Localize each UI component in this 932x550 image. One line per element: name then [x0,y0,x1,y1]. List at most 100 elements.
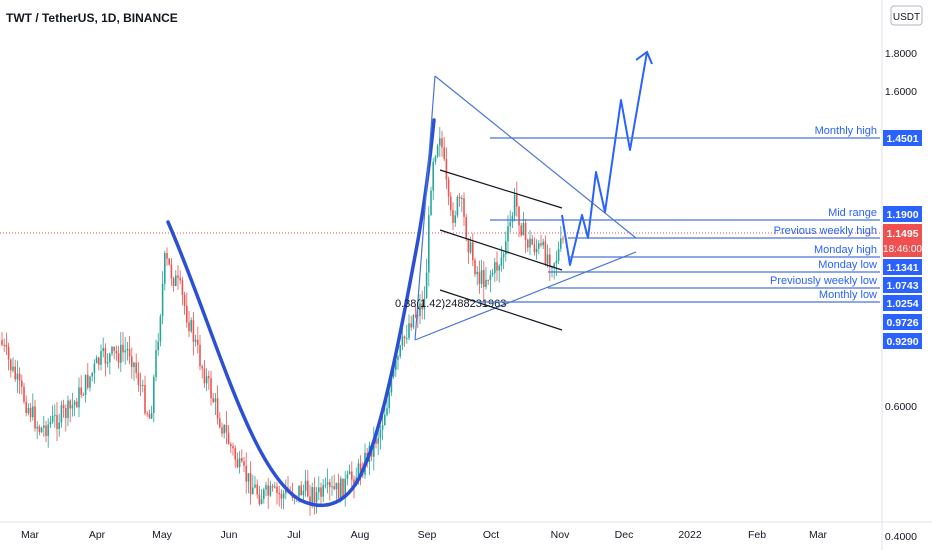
y-tick-label: 1.6000 [885,86,917,98]
candle-body [542,241,544,246]
candle-body [27,407,30,414]
candle-body [513,194,516,216]
candle-body [133,362,135,368]
cup-curve-drawing [166,118,436,508]
candle-body [337,482,340,499]
candle-body [544,241,547,264]
candle-body [535,248,538,253]
candle-body [71,405,74,409]
candle-body [232,446,234,449]
projection-path [561,51,648,266]
x-tick-label: May [152,529,173,541]
candle-body [197,339,199,345]
candle-body [109,353,111,363]
fib-ratio-label: 0.38(1.42)2488231963 [395,298,506,310]
candle-body [516,194,518,207]
price-level-box [883,130,922,146]
candle-body [307,480,309,497]
candle-body [326,482,329,485]
currency-button[interactable]: USDT [890,5,923,26]
candle-body [126,349,129,351]
candle-body [344,478,346,498]
candle-body [131,356,133,368]
candle-body [560,238,562,249]
candle-body [111,346,113,354]
candle-body [161,283,164,317]
candle-body [62,405,65,409]
candle-body [500,257,503,266]
candle-body [203,368,206,384]
candle-body [16,373,19,380]
candle-body [285,488,287,494]
candle-body [47,424,49,437]
projection-arrowhead-icon [635,50,653,65]
x-tick-label: Dec [615,529,634,541]
candle-body [102,348,104,352]
channel-lower-line [439,289,563,331]
candle-body [386,408,388,415]
candle-body [441,138,443,148]
candle-body [432,161,434,191]
candle-body [38,426,41,433]
candle-body [280,494,283,499]
candle-body [419,303,421,316]
candle-body [377,438,379,444]
candle-body [128,349,131,357]
candle-body [434,156,437,162]
candle-body [236,459,239,468]
x-tick-label: Feb [748,529,766,541]
candle-body [351,471,353,480]
candle-body [384,414,386,426]
candle-body [155,350,157,378]
candle-body [186,305,188,323]
candle-body [148,414,151,419]
candle-body [562,238,564,240]
candle-body [476,271,478,275]
level-label: Monthly low [819,289,877,301]
candle-body [551,267,553,269]
time-axis[interactable]: Mar Apr May Jun Jul Aug Sep Oct Nov Dec 2022 Feb Mar [21,529,828,541]
candle-body [520,225,522,236]
candle-body [40,427,43,433]
candle-body [436,145,439,157]
candle-body [461,198,463,200]
candle-body [201,366,203,369]
candle-body [410,323,412,328]
candle-body [256,484,258,495]
candle-body [23,386,25,402]
candle-body [483,270,485,287]
candle-body [522,222,525,236]
candle-body [318,487,320,493]
candle-body [381,425,384,430]
candle-body [353,479,355,486]
candle-body [113,346,115,351]
candle-body [527,239,529,248]
candle-body [82,394,85,396]
candle-body [199,344,201,367]
candle-body [533,244,536,253]
candle-body [271,485,274,488]
candle-body [12,366,14,371]
candle-body [313,487,316,503]
candle-body [423,298,426,310]
candle-body [175,275,177,287]
x-tick-label: Oct [483,529,499,541]
candle-body [139,384,142,386]
price-axis[interactable]: 1.80001.60001.40000.60000.40001.45011.19… [883,48,922,543]
candle-body [276,486,278,494]
candle-body [245,465,247,482]
candle-body [487,279,489,281]
symbol-title[interactable]: TWT / TetherUS, 1D, BINANCE [6,11,178,25]
x-tick-label: Aug [351,529,370,541]
price-level-value: 1.1900 [886,209,918,221]
candle-body [208,376,210,379]
price-level-value: 1.0254 [886,298,918,310]
candle-body [172,278,175,287]
candle-body [100,351,102,365]
candle-body [489,274,492,281]
candle-body [65,408,67,419]
triangle-left-line [414,75,436,341]
candle-body [417,315,419,317]
candle-body [73,401,76,406]
